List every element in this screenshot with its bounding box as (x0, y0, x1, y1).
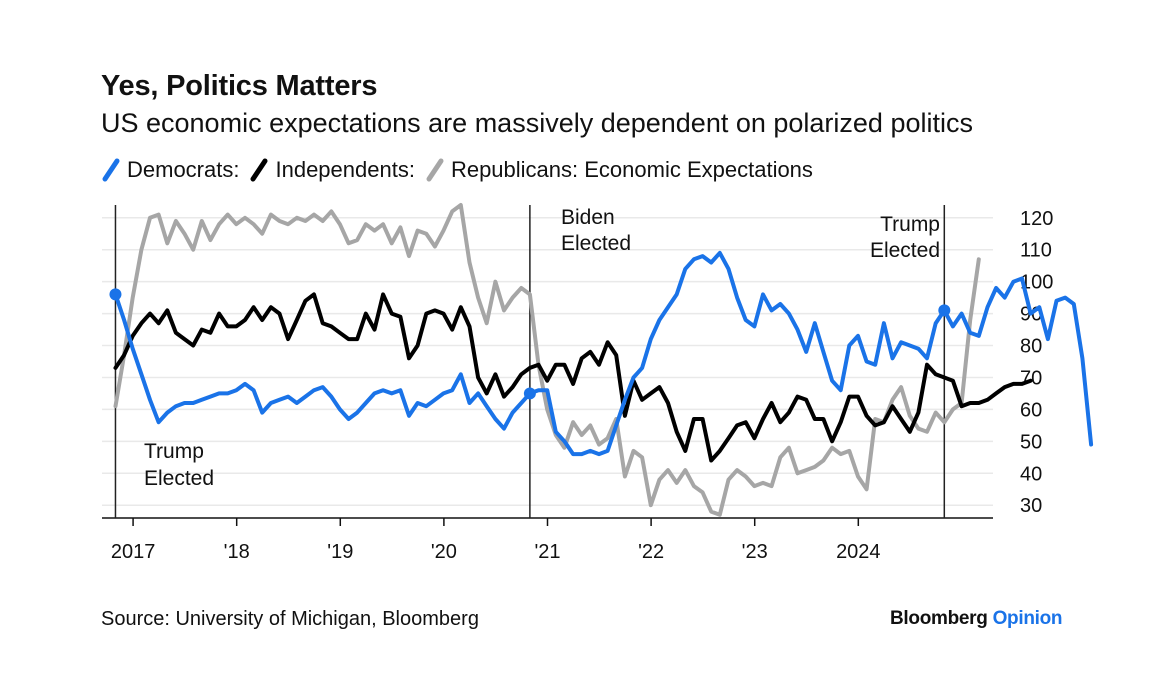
y-tick-label: 60 (1020, 399, 1042, 421)
y-tick-label: 40 (1020, 463, 1042, 485)
y-tick-label: 70 (1020, 367, 1042, 389)
chart-title: Yes, Politics Matters (101, 70, 378, 102)
y-tick-label: 100 (1020, 272, 1053, 294)
event-label: Elected (870, 239, 940, 262)
y-tick-label: 30 (1020, 495, 1042, 517)
brand-primary: Bloomberg (890, 608, 988, 629)
x-tick-label: '23 (742, 541, 768, 563)
y-tick-label: 80 (1020, 336, 1042, 358)
x-tick-label: '20 (431, 541, 457, 563)
legend-item-republicans: Republicans: Economic Expectations (425, 157, 813, 183)
event-label: Trump (880, 213, 940, 236)
legend-swatch-independents (250, 158, 268, 182)
x-tick-label: 2024 (836, 541, 881, 563)
legend-label-republicans: Republicans: Economic Expectations (450, 157, 813, 182)
source-note: Source: University of Michigan, Bloomber… (101, 608, 479, 630)
legend-swatch-republicans (426, 158, 444, 182)
legend: Democrats: Independents: Republicans: Ec… (101, 157, 823, 183)
series-marker-democrats (938, 304, 951, 317)
brand-secondary: Opinion (992, 608, 1063, 629)
event-label: Elected (561, 232, 631, 255)
legend-item-independents: Independents: (249, 157, 415, 183)
legend-label-independents: Independents: (275, 157, 415, 182)
series-line-democrats (113, 250, 1094, 457)
x-tick-label: '19 (327, 541, 353, 563)
event-label: Biden (561, 206, 615, 229)
x-tick-label: '22 (638, 541, 664, 563)
series-line-republicans (113, 203, 981, 517)
chart-subtitle: US economic expectations are massively d… (101, 108, 973, 138)
brand-logo: Bloomberg Opinion (890, 608, 1063, 630)
y-tick-label: 50 (1020, 431, 1042, 453)
y-tick-label: 120 (1020, 208, 1053, 230)
event-label: Elected (144, 467, 214, 490)
series-line-independents (113, 292, 1033, 463)
series-marker-democrats (109, 288, 122, 301)
x-tick-label: 2017 (111, 541, 156, 563)
legend-label-democrats: Democrats: (127, 157, 240, 182)
series-marker-democrats (523, 387, 536, 400)
legend-item-democrats: Democrats: (101, 157, 239, 183)
legend-swatch-democrats (102, 158, 120, 182)
x-tick-label: '21 (534, 541, 560, 563)
event-label: Trump (144, 440, 204, 463)
x-tick-label: '18 (224, 541, 250, 563)
y-tick-label: 110 (1020, 240, 1052, 262)
